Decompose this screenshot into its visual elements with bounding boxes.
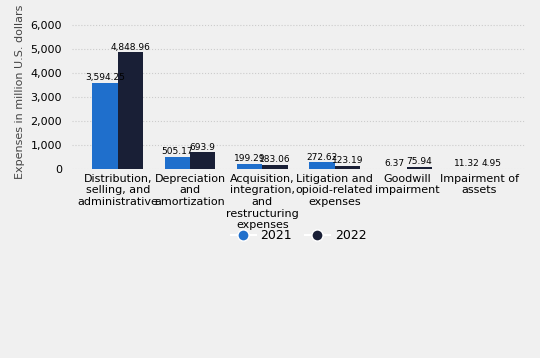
Bar <box>237 164 262 169</box>
Bar <box>165 157 190 169</box>
Text: 123.19: 123.19 <box>332 156 363 165</box>
Text: 3,594.25: 3,594.25 <box>85 73 125 82</box>
Bar <box>335 166 360 169</box>
Text: 693.9: 693.9 <box>190 142 215 151</box>
Y-axis label: Expenses in million U.S. dollars: Expenses in million U.S. dollars <box>15 5 25 179</box>
Bar <box>309 163 335 169</box>
Text: 6.37: 6.37 <box>384 159 404 168</box>
Bar <box>407 167 432 169</box>
Bar <box>118 52 143 169</box>
Text: 11.32: 11.32 <box>454 159 480 168</box>
Bar <box>262 165 288 169</box>
Text: 75.94: 75.94 <box>407 158 433 166</box>
Text: 272.62: 272.62 <box>306 153 338 162</box>
Text: 199.29: 199.29 <box>234 155 266 164</box>
Text: 183.06: 183.06 <box>259 155 291 164</box>
Text: 505.17: 505.17 <box>161 147 193 156</box>
Text: 4.95: 4.95 <box>482 159 502 168</box>
Legend: 2021, 2022: 2021, 2022 <box>226 224 372 247</box>
Bar <box>190 152 215 169</box>
Text: 4,848.96: 4,848.96 <box>111 43 150 52</box>
Bar <box>92 82 118 169</box>
